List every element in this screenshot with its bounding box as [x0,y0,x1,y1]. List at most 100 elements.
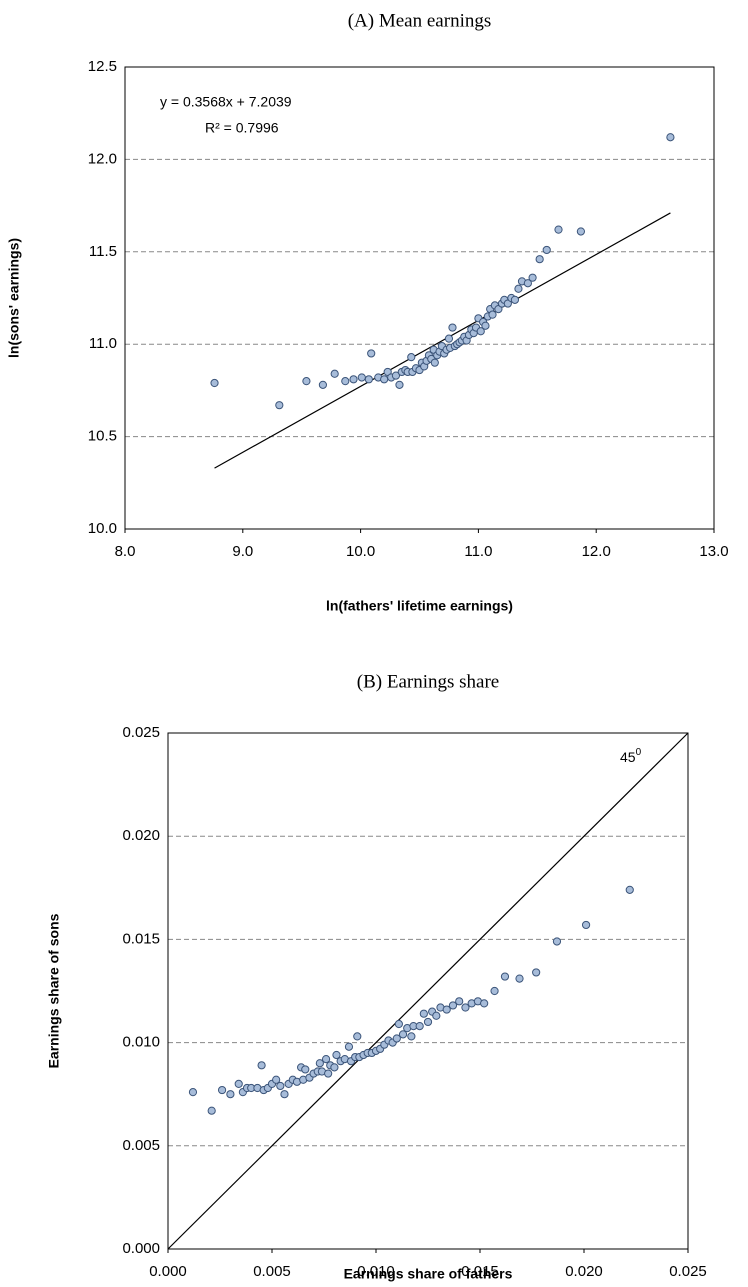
y-tick-label: 0.005 [122,1137,160,1154]
point [275,401,284,410]
y-tick-label: 11.5 [89,243,117,260]
point [280,1090,289,1099]
point [367,349,376,358]
point [257,1061,266,1070]
x-tick-label: 0.025 [669,1263,707,1280]
point [666,133,675,142]
y-axis-label: ln(sons' earnings) [6,238,22,358]
x-tick-label: 0.010 [357,1263,395,1280]
x-axis-label: Earnings share of fathers [344,1266,513,1282]
trendline-equation: y = 0.3568x + 7.2039 [160,94,292,110]
annotation-superscript: 0 [636,747,642,758]
point [500,972,510,981]
x-tick-label: 0.005 [253,1263,291,1280]
y-tick-label: 10.0 [88,520,117,537]
point [480,999,489,1008]
point [324,1069,333,1078]
point [341,377,350,386]
point [490,986,499,996]
point [380,375,389,384]
point [407,1032,416,1041]
point [344,1042,354,1051]
plot-frame [124,66,715,530]
point [430,358,439,367]
annotation-text: 45 [620,749,636,765]
point [234,1079,243,1088]
point [321,1055,331,1064]
point [481,321,490,330]
point [276,1081,285,1091]
annotation: 450 [620,747,642,765]
point [407,353,416,362]
x-tick-label: 11.0 [464,543,492,560]
point [392,1034,401,1043]
point [528,273,537,282]
point [302,377,311,386]
y-axis-label: Earnings share of sons [46,913,62,1068]
point [391,371,401,380]
y-tick-label: 10.5 [88,428,117,445]
point [554,225,563,234]
point [576,227,585,236]
x-tick-label: 0.000 [149,1263,187,1280]
point [395,380,404,389]
point [318,380,328,389]
point [301,1065,310,1074]
y-tick-label: 0.015 [122,930,160,947]
point [625,885,634,894]
y-tick-label: 0.000 [122,1240,160,1257]
y-tick-label: 11.0 [89,335,117,352]
point [330,1063,339,1072]
point [423,1017,433,1027]
point [432,1011,441,1020]
point [330,369,339,378]
point [419,1009,428,1018]
r-squared: R² = 0.7996 [205,120,279,136]
x-tick-label: 13.0 [699,543,728,560]
point [448,1001,458,1010]
point [415,1021,424,1031]
x-axis-label: ln(fathers' lifetime earnings) [326,598,513,614]
point [226,1090,235,1099]
point [514,284,523,293]
point [532,968,541,977]
x-tick-label: 8.0 [115,543,136,560]
point [448,323,457,332]
chart-title: (B) Earnings share [357,671,499,692]
point [552,937,562,946]
point [394,1019,403,1029]
y-tick-label: 0.025 [122,724,160,741]
point [510,295,520,304]
point [455,997,464,1006]
point [515,974,524,983]
x-tick-label: 9.0 [232,543,253,560]
y-tick-label: 12.0 [88,150,117,167]
point [444,334,454,343]
plot-frame [167,732,689,1250]
x-tick-label: 12.0 [582,543,611,560]
point [272,1075,281,1084]
y-tick-label: 0.010 [122,1034,160,1051]
point [210,378,219,388]
point [349,375,358,384]
point [476,327,485,336]
point [353,1032,362,1041]
y-tick-label: 12.5 [88,58,117,75]
point [398,1030,408,1039]
point [207,1106,216,1115]
point [461,1003,470,1012]
y-tick-label: 0.020 [122,827,160,844]
point [581,920,591,930]
x-tick-label: 0.015 [461,1263,499,1280]
point [315,1059,324,1068]
point [523,279,532,288]
point [357,373,366,382]
point [542,245,551,255]
point [188,1088,198,1097]
chart-title: (A) Mean earnings [348,10,492,31]
point [217,1085,227,1095]
trendline [214,212,671,469]
point [535,255,544,264]
x-tick-label: 0.020 [565,1263,603,1280]
